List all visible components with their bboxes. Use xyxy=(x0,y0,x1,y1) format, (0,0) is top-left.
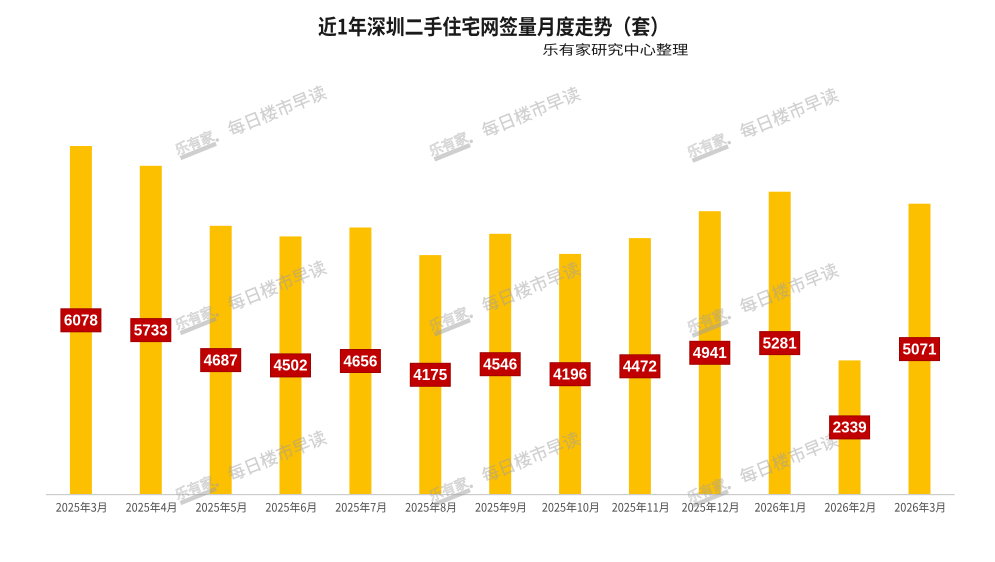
svg-text:6078: 6078 xyxy=(64,313,99,330)
svg-text:4472: 4472 xyxy=(623,359,657,376)
svg-text:4687: 4687 xyxy=(204,352,238,369)
svg-text:4546: 4546 xyxy=(483,357,517,374)
svg-text:4196: 4196 xyxy=(553,367,587,384)
svg-text:4175: 4175 xyxy=(413,367,448,384)
svg-text:4941: 4941 xyxy=(693,345,728,362)
svg-text:2339: 2339 xyxy=(833,420,867,437)
svg-text:5733: 5733 xyxy=(134,322,168,339)
svg-text:4502: 4502 xyxy=(273,358,307,375)
svg-text:4656: 4656 xyxy=(343,353,377,370)
svg-text:5281: 5281 xyxy=(763,335,798,352)
svg-text:5071: 5071 xyxy=(902,341,937,358)
